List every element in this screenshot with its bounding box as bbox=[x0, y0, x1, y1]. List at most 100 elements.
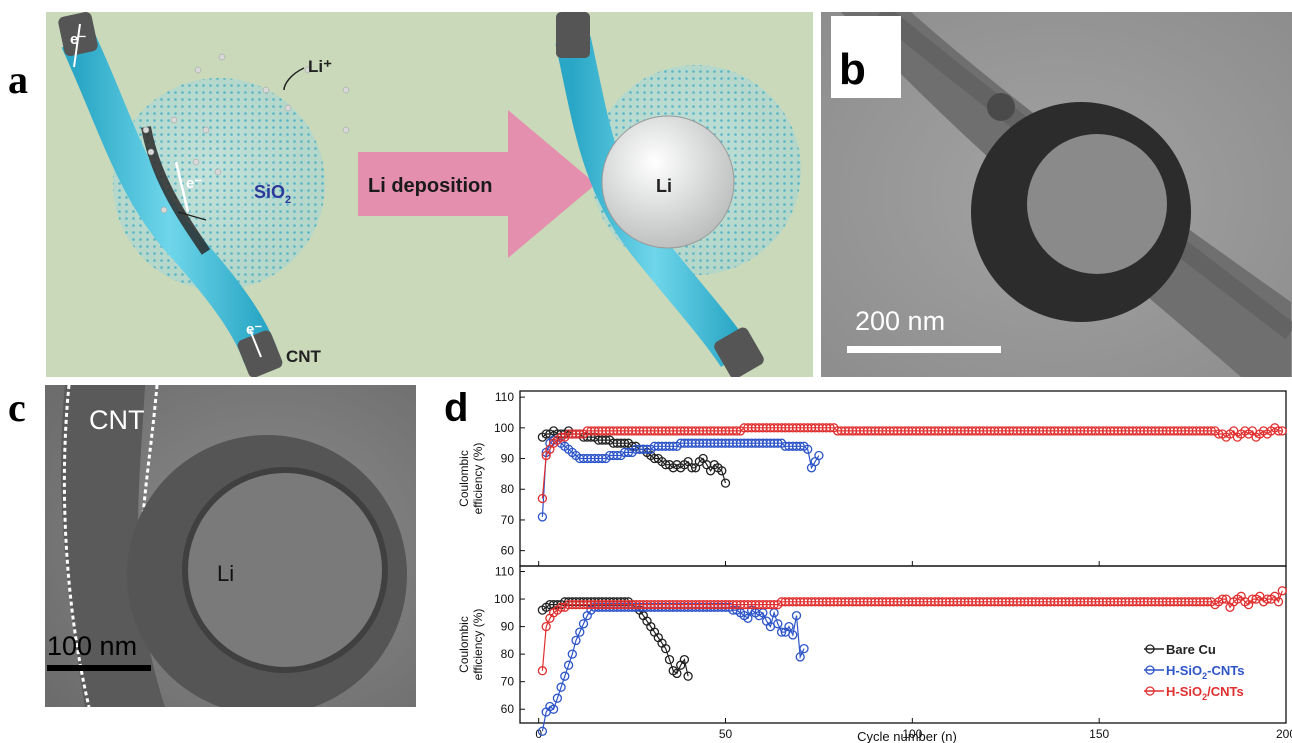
y-tick-label: 100 bbox=[494, 592, 514, 606]
arrow-label: Li deposition bbox=[368, 175, 492, 197]
data-point bbox=[791, 610, 802, 621]
data-point bbox=[560, 671, 570, 681]
data-point bbox=[567, 649, 577, 659]
left-assembly: e⁻ e⁻ e⁻ Li⁺ SiO2 CNT bbox=[58, 12, 350, 377]
cnt-label-c: CNT bbox=[89, 405, 145, 435]
tem-image-c: CNT Li 100 nm bbox=[45, 385, 416, 707]
legend-label: Bare Cu bbox=[1166, 642, 1216, 657]
series-2 bbox=[537, 586, 1287, 676]
data-point bbox=[799, 643, 809, 654]
data-point bbox=[672, 668, 682, 679]
li-label-c: Li bbox=[217, 561, 234, 586]
data-point bbox=[784, 621, 794, 632]
data-point bbox=[556, 432, 566, 442]
data-point bbox=[1273, 597, 1284, 607]
li-ion-label: Li⁺ bbox=[308, 57, 332, 76]
legend-label: H-SiO2/CNTs bbox=[1166, 684, 1244, 702]
data-point bbox=[548, 704, 559, 714]
data-point bbox=[619, 438, 630, 448]
data-point bbox=[661, 643, 671, 654]
scale-bar-label-c: 100 nm bbox=[47, 631, 137, 661]
y-axis-label: efficiency (%) bbox=[471, 609, 485, 681]
li-metal-label: Li bbox=[656, 176, 672, 196]
cnt-cap-top-right bbox=[556, 12, 590, 58]
data-point bbox=[537, 512, 548, 522]
series-line bbox=[541, 439, 820, 517]
x-tick-label: 50 bbox=[719, 727, 733, 741]
data-point bbox=[773, 438, 783, 448]
data-point bbox=[720, 478, 731, 488]
data-point bbox=[1277, 426, 1287, 436]
y-tick-label: 90 bbox=[501, 620, 515, 634]
data-point bbox=[717, 466, 727, 476]
y-tick-label: 90 bbox=[501, 452, 515, 466]
data-point bbox=[795, 652, 805, 662]
data-point bbox=[541, 621, 551, 632]
y-tick-label: 70 bbox=[501, 513, 515, 527]
legend-marker bbox=[1145, 686, 1155, 696]
plot-frame bbox=[519, 565, 1287, 724]
data-point bbox=[1217, 594, 1228, 604]
y-tick-label: 100 bbox=[494, 421, 514, 435]
data-point bbox=[776, 627, 787, 637]
lithium-sphere bbox=[601, 115, 735, 249]
cnt-cap-bottom-right bbox=[714, 327, 764, 377]
sio2-label: SiO2 bbox=[254, 182, 291, 206]
data-point bbox=[825, 423, 835, 433]
data-point bbox=[803, 444, 813, 454]
x-tick-label: 150 bbox=[1089, 727, 1109, 741]
data-point bbox=[773, 619, 783, 629]
electron-label-mid: e⁻ bbox=[186, 175, 202, 192]
y-axis-label: Coulombic bbox=[457, 450, 471, 507]
deposition-arrow: Li deposition bbox=[358, 110, 596, 258]
series-line bbox=[542, 601, 689, 677]
data-point bbox=[661, 460, 671, 470]
li-ions bbox=[142, 53, 350, 214]
series-line bbox=[541, 427, 1283, 499]
y-tick-label: 60 bbox=[501, 702, 515, 716]
y-tick-label: 110 bbox=[495, 565, 514, 579]
data-point bbox=[1277, 586, 1287, 596]
coulombic-efficiency-charts: d 60 70 80 90 100 110 Coulombic efficiency (%) … bbox=[420, 385, 1292, 743]
cnt-label: CNT bbox=[286, 347, 322, 366]
y-axis-label: Coulombic bbox=[457, 616, 471, 673]
panel-label-c: c bbox=[8, 385, 26, 430]
x-axis-label: Cycle number (n) bbox=[857, 729, 957, 743]
y-axis-label: efficiency (%) bbox=[471, 443, 485, 515]
data-point bbox=[679, 654, 690, 665]
data-point bbox=[537, 493, 548, 504]
x-tick-label: 200 bbox=[1276, 727, 1292, 741]
data-point bbox=[683, 671, 693, 681]
data-point bbox=[1273, 426, 1284, 436]
panel-label-a: a bbox=[8, 57, 28, 102]
data-point bbox=[571, 635, 581, 646]
data-point bbox=[537, 666, 548, 676]
data-point bbox=[649, 453, 660, 464]
data-point bbox=[1214, 429, 1224, 439]
data-point bbox=[556, 682, 566, 692]
series-1 bbox=[537, 435, 824, 522]
schematic-panel: e⁻ e⁻ e⁻ Li⁺ SiO2 CNT Li deposition Li bbox=[46, 12, 813, 377]
data-point bbox=[575, 429, 585, 439]
plot-frame bbox=[519, 390, 1287, 567]
data-point bbox=[537, 726, 548, 736]
tem-image-b: b 200 nm bbox=[821, 12, 1292, 377]
x-tick-label: 100 bbox=[902, 727, 922, 741]
scale-bar-label-b: 200 nm bbox=[855, 306, 945, 336]
legend-label: H-SiO2-CNTs bbox=[1166, 663, 1244, 681]
chart-bottom: 60708090100110050100150200Coulombiceffic… bbox=[457, 565, 1292, 741]
cnt-tube-left bbox=[61, 32, 279, 364]
data-point bbox=[578, 619, 589, 629]
data-point bbox=[732, 426, 742, 436]
chart-top: 60 70 80 90 100 110 Coulombic efficiency (%) bbox=[457, 390, 1287, 567]
scale-bar-b bbox=[847, 346, 1001, 353]
panel-label-d: d bbox=[444, 386, 468, 430]
data-point bbox=[575, 627, 585, 637]
y-tick-label: 60 bbox=[501, 544, 515, 558]
data-point bbox=[563, 660, 574, 670]
data-point bbox=[601, 435, 611, 445]
right-assembly: Li bbox=[555, 12, 801, 377]
series-line bbox=[542, 430, 727, 484]
y-tick-label: 70 bbox=[501, 675, 515, 689]
electron-label-top: e⁻ bbox=[70, 31, 86, 48]
